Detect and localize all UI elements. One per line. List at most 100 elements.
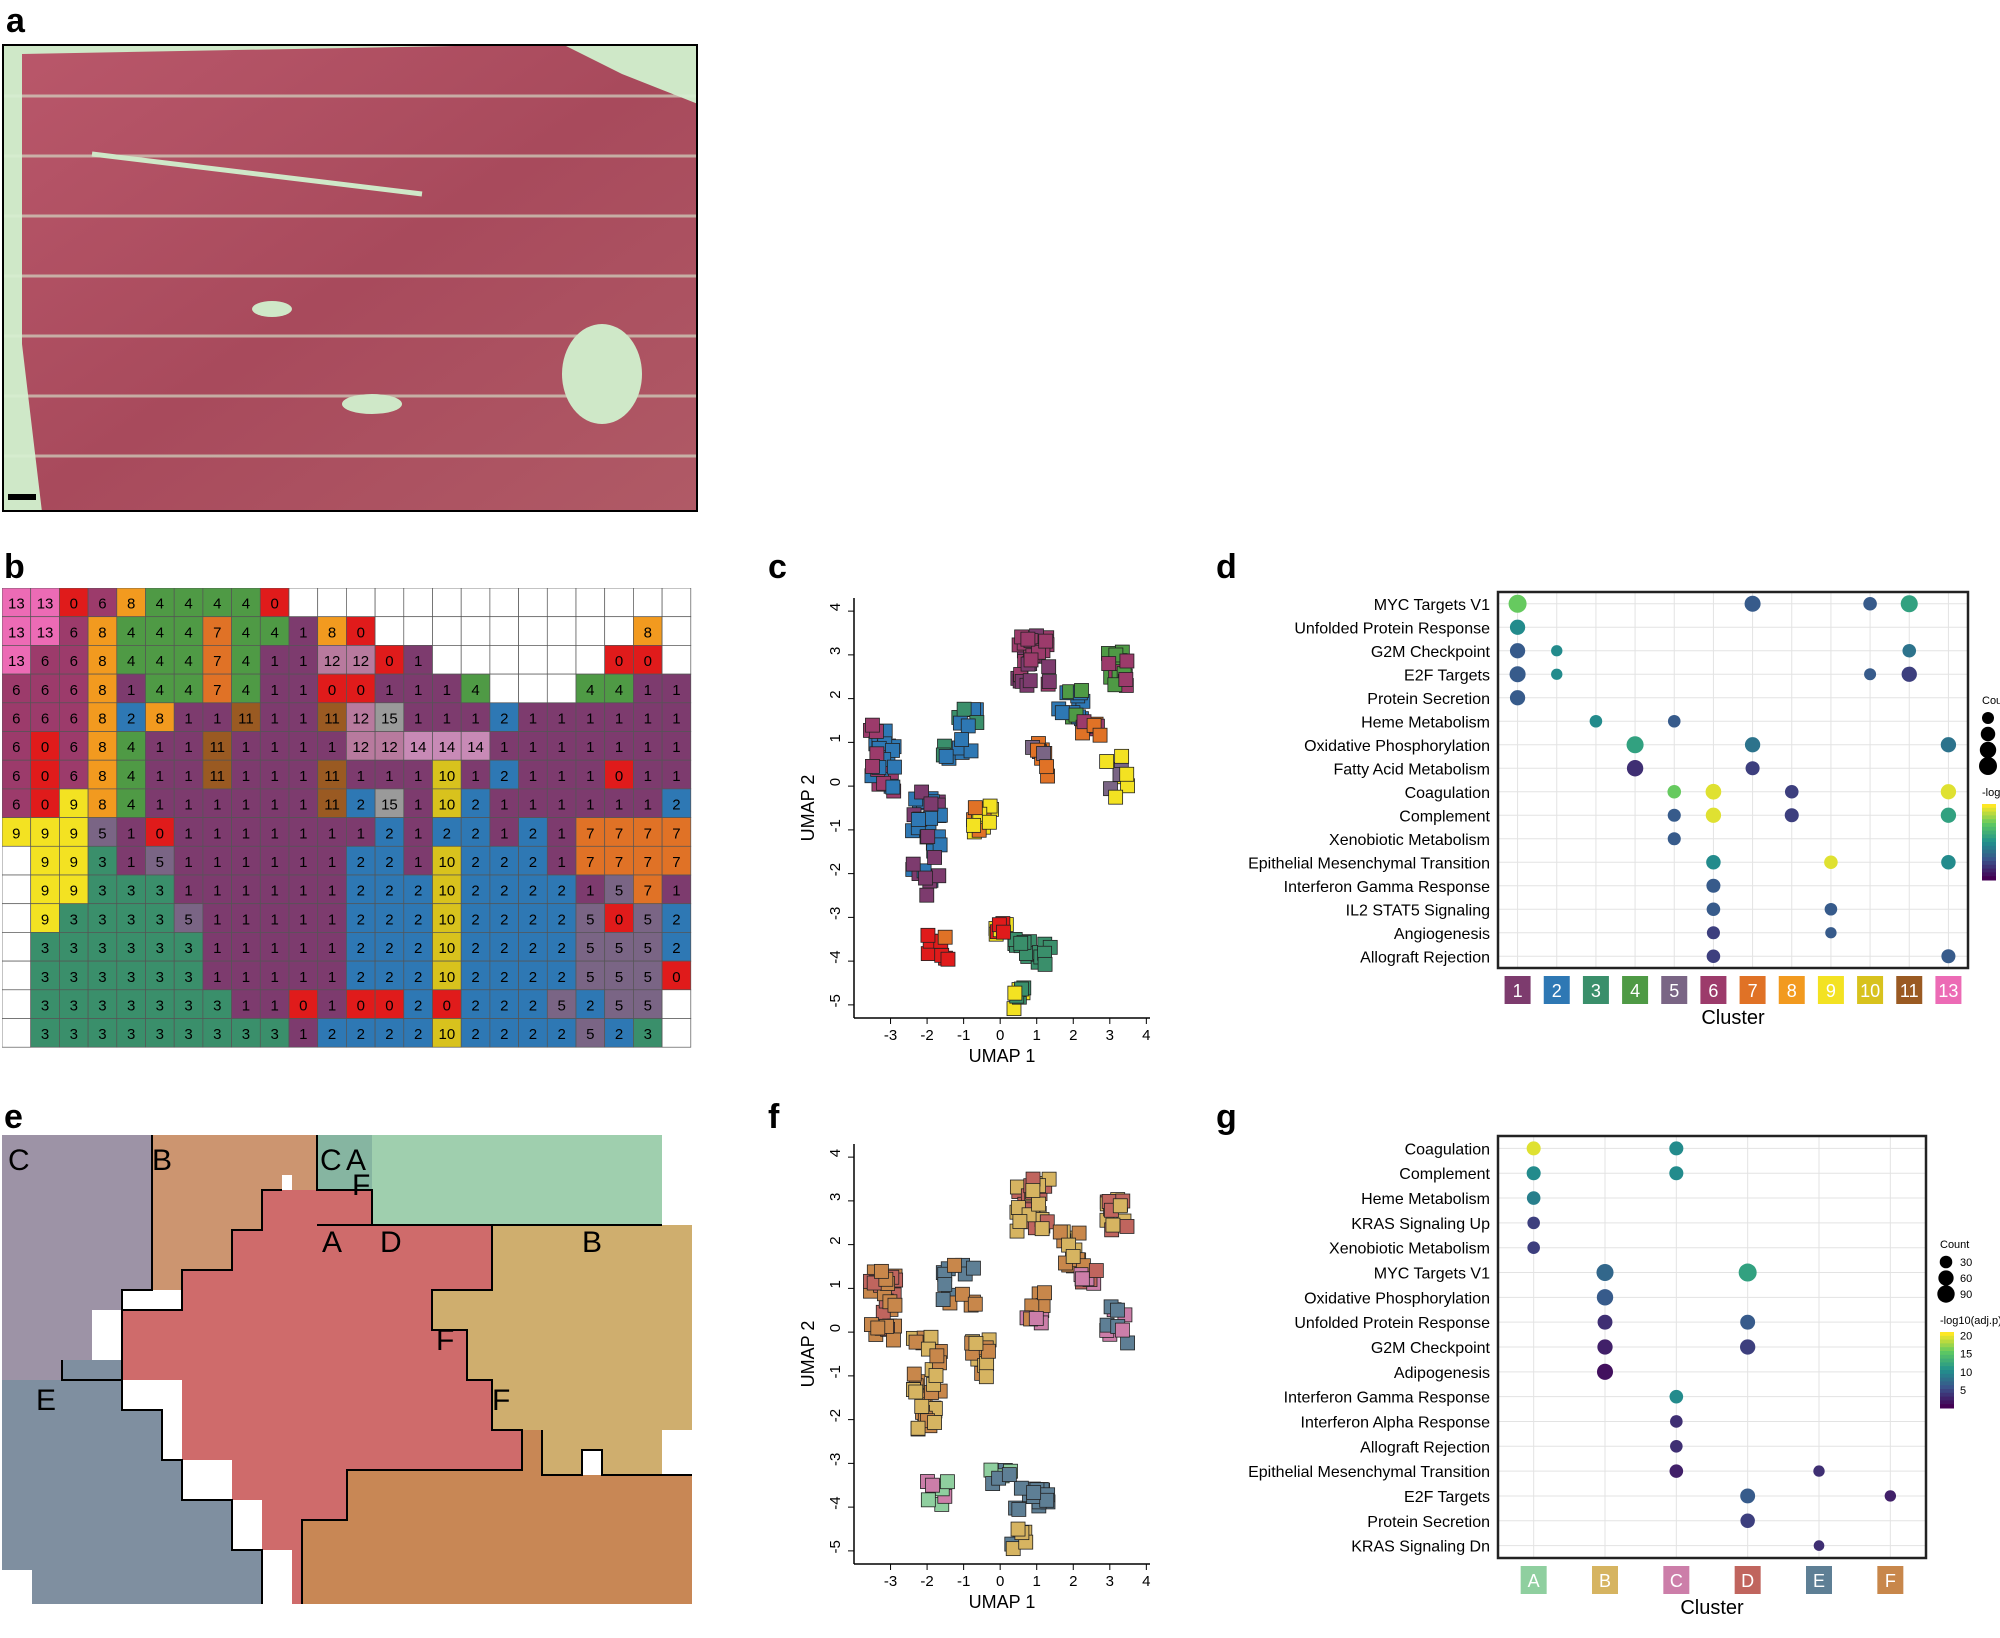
term-label: G2M Checkpoint [1371, 1340, 1491, 1357]
grid-cell-label: 1 [328, 911, 336, 928]
grid-cell-label: 5 [615, 883, 623, 900]
term-label: Epithelial Mesenchymal Transition [1248, 855, 1490, 872]
grid-cell-label: 2 [471, 825, 479, 842]
grid-cell [288, 616, 319, 646]
grid-cell [30, 1018, 60, 1048]
umap-point [1037, 956, 1053, 972]
umap-plot-clusters: -3 -2 -1 0 1 2 3 4 4 3 2 1 0 -1 -2 -3 -4 -5 UMAP 1 UMAP 2 [800, 598, 1151, 1066]
term-label: Heme Metabolism [1361, 1191, 1490, 1208]
legend-color-bar [1982, 804, 1996, 809]
grid-cell [661, 932, 692, 962]
cluster-tile-label: 4 [1630, 981, 1640, 1001]
grid-cell [231, 702, 261, 732]
grid-cell [661, 731, 692, 761]
grid-cell-label: 1 [299, 624, 307, 641]
umap-point [1026, 1485, 1042, 1500]
umap-point [914, 1399, 930, 1414]
dot-point [1670, 1440, 1683, 1453]
grid-cell [518, 616, 548, 646]
grid-cell-label: 2 [500, 854, 508, 871]
grid-cell-label: 1 [270, 797, 278, 814]
grid-cell-label: 3 [242, 1026, 250, 1043]
cluster-tile-label: 13 [1938, 981, 1958, 1001]
cluster-tile [1877, 1566, 1904, 1594]
dot-point [1740, 1488, 1756, 1504]
grid-cell-label: 0 [385, 653, 393, 670]
grid-cell-label: 6 [70, 682, 78, 699]
legend-color-bar [1982, 811, 1996, 816]
grid-cell-label: 6 [41, 682, 49, 699]
grid-cell-label: 1 [471, 768, 479, 785]
grid-cell [489, 817, 519, 847]
legend-color-bar [1940, 1385, 1954, 1390]
grid-cell-label: 15 [381, 797, 398, 814]
grid-cell-label: 12 [381, 739, 398, 756]
grid-cell [604, 731, 634, 761]
umap-point [906, 1366, 922, 1382]
dot-point [1669, 1141, 1684, 1156]
umap-point [1119, 1219, 1135, 1234]
grid-cell [59, 731, 89, 761]
grid-cell-label: 8 [98, 797, 106, 814]
cluster-tile-label: 3 [1591, 981, 1601, 1001]
grid-cell-label: 12 [352, 710, 369, 727]
grid-cell-label: 1 [242, 911, 250, 928]
grid-cell [460, 1018, 491, 1048]
grid-cell-label: 1 [414, 768, 422, 785]
cluster-tile [1700, 976, 1727, 1004]
umap-point [920, 829, 936, 844]
grid-cell [288, 788, 319, 818]
region-label: B [582, 1226, 602, 1259]
grid-cell [403, 932, 433, 962]
grid-cell [403, 731, 433, 761]
grid-cell-label: 7 [586, 854, 594, 871]
grid-cell [2, 673, 32, 704]
grid-cell-label: 3 [98, 1026, 106, 1043]
grid-cell-label: 5 [644, 911, 652, 928]
grid-cell-label: 2 [471, 883, 479, 900]
dot-point [1824, 902, 1838, 916]
grid-cell-label: 0 [615, 768, 623, 785]
grid-cell [173, 759, 204, 790]
grid-cell-label: 1 [615, 739, 623, 756]
dot-point [1902, 643, 1917, 658]
grid-cell [575, 759, 606, 790]
grid-cell [633, 817, 663, 847]
y-tick-label: -5 [827, 994, 844, 1007]
region-label: A [346, 1144, 366, 1177]
dot-point [1670, 1415, 1683, 1428]
grid-cell-label: 10 [439, 1026, 456, 1043]
grid-cell [317, 588, 347, 618]
dot-point [1738, 1263, 1757, 1282]
grid-cell [59, 759, 89, 790]
grid-cell-label: 1 [586, 739, 594, 756]
term-label: IL2 STAT5 Signaling [1346, 902, 1490, 919]
dot-point [1745, 761, 1760, 776]
grid-cell-label: 2 [471, 797, 479, 814]
grid-cell-label: 1 [299, 682, 307, 699]
umap-point [1074, 1271, 1090, 1287]
umap-point [1114, 748, 1130, 764]
grid-cell-label: 1 [299, 825, 307, 842]
grid-cell-label: 3 [156, 969, 164, 986]
legend-color-bar [1940, 1354, 1954, 1360]
grid-cell-label: 7 [213, 653, 221, 670]
panel-label-e: e [4, 1098, 23, 1136]
grid-cell-label: 4 [471, 682, 479, 699]
grid-cell [518, 874, 548, 905]
grid-cell-label: 2 [615, 1026, 623, 1043]
grid-cell-label: 1 [270, 997, 278, 1014]
grid-cell [145, 874, 175, 905]
umap-point [937, 929, 953, 945]
grid-cell-label: 1 [529, 739, 537, 756]
region-label: C [8, 1144, 30, 1177]
umap-point [1036, 746, 1051, 761]
term-label: Complement [1399, 808, 1490, 825]
grid-cell-label: 3 [270, 1026, 278, 1043]
grid-cell-label: 4 [127, 624, 135, 641]
umap-point [928, 1368, 944, 1383]
grid-cell-label: 1 [242, 768, 250, 785]
grid-cell-label: 9 [70, 883, 78, 900]
grid-cell-label: 1 [357, 768, 365, 785]
grid-cell-label: 9 [70, 854, 78, 871]
